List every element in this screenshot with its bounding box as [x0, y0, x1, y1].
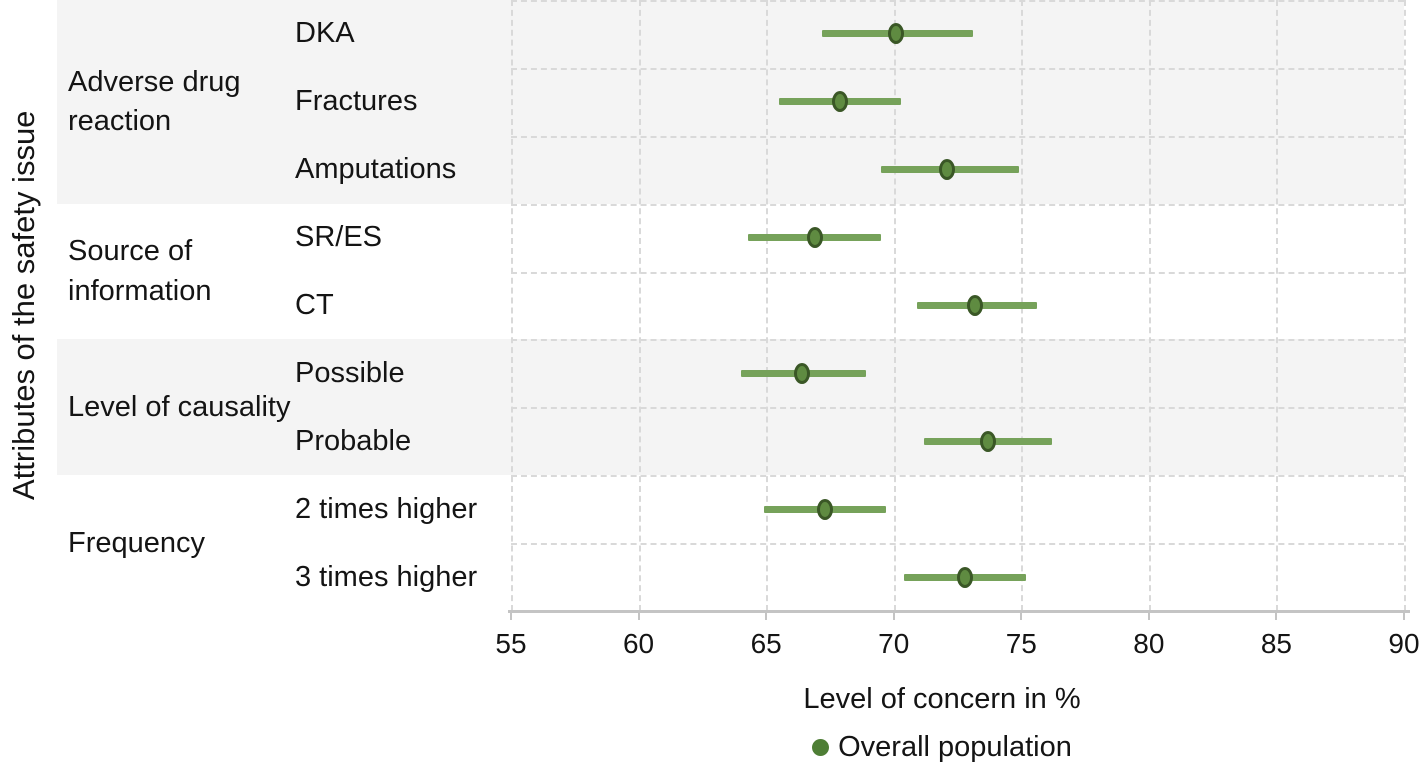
point-marker [967, 295, 984, 316]
point-marker [957, 566, 974, 588]
x-axis-line [508, 610, 1410, 613]
point-marker [939, 159, 956, 181]
x-tick [892, 613, 895, 620]
h-gridline [511, 135, 1404, 138]
row-label: Fractures [295, 85, 418, 118]
v-gridline [638, 0, 641, 611]
x-tick [1403, 613, 1405, 620]
x-tick-label: 70 [878, 628, 910, 659]
v-gridline [1276, 0, 1279, 611]
legend: Overall population [480, 731, 1404, 764]
x-tick [1147, 613, 1150, 620]
x-tick [637, 613, 640, 620]
group-label: Frequency [68, 526, 206, 559]
h-gridline [511, 271, 1404, 274]
point-marker [793, 362, 810, 384]
v-gridline [1148, 0, 1151, 611]
x-tick [510, 613, 512, 620]
h-gridline [511, 0, 1404, 2]
point-marker [980, 430, 997, 452]
group-label: Source of information [68, 235, 212, 307]
v-gridline [511, 0, 513, 611]
x-tick-label: 65 [750, 628, 782, 659]
row-label: Possible [295, 356, 405, 389]
h-gridline [511, 543, 1404, 546]
h-gridline [511, 67, 1404, 70]
row-label: CT [295, 288, 334, 321]
group-label: Level of causality [68, 390, 291, 423]
v-gridline [766, 0, 769, 611]
h-gridline [511, 475, 1404, 478]
group-band [57, 0, 1404, 204]
x-tick [1020, 613, 1023, 620]
row-label: 3 times higher [295, 560, 478, 593]
point-marker [888, 23, 905, 45]
x-tick-label: 75 [1005, 628, 1037, 659]
v-gridline [1404, 0, 1406, 611]
point-marker [832, 91, 849, 113]
group-label: Adverse drug reaction [68, 65, 241, 137]
x-tick-label: 60 [622, 628, 655, 659]
x-tick [765, 613, 768, 620]
x-tick-label: 55 [495, 628, 527, 659]
h-gridline [511, 203, 1404, 206]
point-marker [816, 498, 833, 520]
h-gridline [511, 407, 1404, 410]
x-tick-label: 90 [1388, 628, 1419, 659]
row-label: SR/ES [295, 221, 383, 254]
x-tick-label: 80 [1133, 628, 1165, 659]
row-label: 2 times higher [295, 492, 478, 525]
point-marker [806, 227, 823, 249]
row-label: DKA [295, 17, 355, 50]
x-axis-title: Level of concern in % [803, 683, 1081, 715]
legend-label: Overall population [838, 731, 1072, 763]
x-tick [1275, 613, 1278, 620]
group-band [57, 339, 1404, 476]
x-tick-label: 85 [1260, 628, 1292, 659]
row-label: Amputations [295, 153, 457, 186]
v-gridline [893, 0, 896, 611]
legend-marker-icon [812, 739, 830, 756]
h-gridline [511, 339, 1404, 342]
row-label: Probable [295, 424, 412, 457]
